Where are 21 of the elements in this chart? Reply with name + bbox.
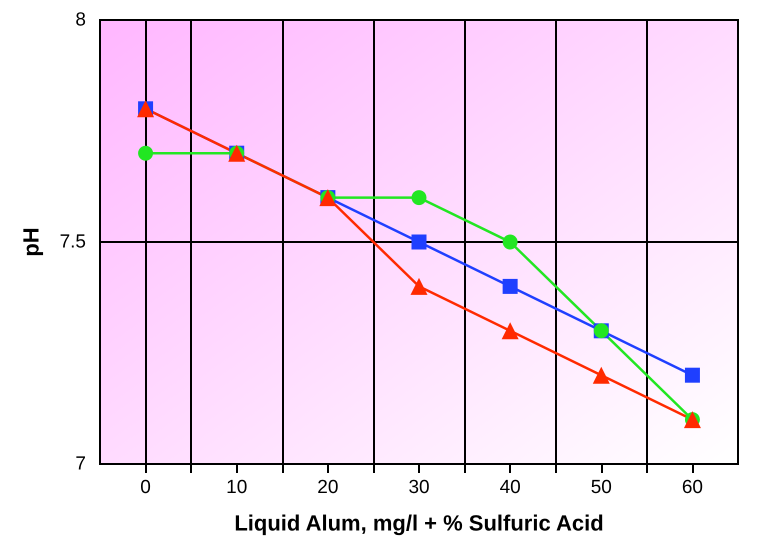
point xyxy=(412,190,426,206)
point xyxy=(592,366,610,384)
x-tick-label: 30 xyxy=(408,477,430,498)
x-axis-title: Liquid Alum, mg/l + % Sulfuric Acid xyxy=(234,510,604,536)
y-tick-label: 7.5 xyxy=(60,232,86,252)
y-axis-title: pH xyxy=(18,227,44,257)
point xyxy=(138,146,154,161)
point xyxy=(410,278,428,295)
point xyxy=(502,322,519,340)
x-tick-label: 50 xyxy=(590,477,612,498)
point xyxy=(502,234,518,250)
x-tick-label: 60 xyxy=(682,477,703,498)
point xyxy=(412,234,426,250)
point xyxy=(684,368,700,383)
x-tick-label: 10 xyxy=(226,477,248,498)
x-tick-label: 0 xyxy=(140,477,151,498)
x-tick-label: 20 xyxy=(317,477,338,498)
y-tick-label: 8 xyxy=(75,10,86,30)
x-tick-label: 40 xyxy=(500,477,521,498)
y-tick-label: 7 xyxy=(75,454,86,474)
point xyxy=(502,278,518,294)
